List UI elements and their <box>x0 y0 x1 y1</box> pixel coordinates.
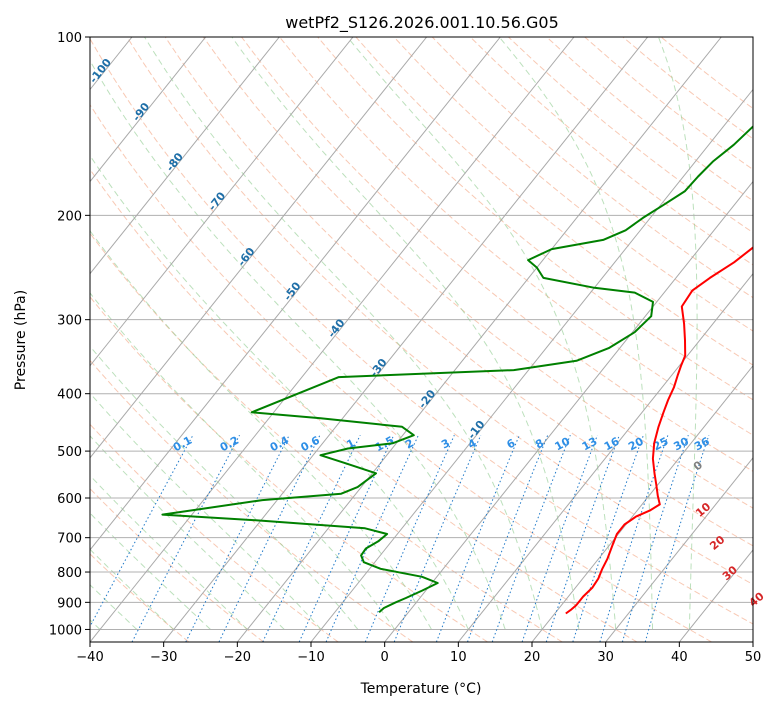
mixing-ratio-line <box>435 435 520 642</box>
y-tick-label: 300 <box>57 314 82 329</box>
mixing-ratio-label: 10 <box>553 435 573 454</box>
moist-adiabat-line <box>90 229 432 630</box>
dry-adiabat-line <box>90 168 638 642</box>
isotherm-line <box>531 364 753 642</box>
dry-adiabat-line <box>90 296 488 642</box>
x-tick-label: −40 <box>76 650 103 665</box>
x-tick-label: −20 <box>224 650 251 665</box>
isotherm-line <box>90 37 428 459</box>
mixing-ratio-label: 30 <box>671 435 691 454</box>
y-tick-label: 500 <box>57 445 82 460</box>
dry-adiabat-line <box>279 37 753 436</box>
isotherm-line <box>384 180 753 642</box>
x-tick-label: 10 <box>450 650 467 665</box>
isotherm-line <box>90 37 354 367</box>
mixing-ratio-label: 36 <box>692 435 712 454</box>
y-tick-label: 700 <box>57 532 82 547</box>
mixing-ratio-label: 16 <box>602 435 622 454</box>
y-tick-label: 800 <box>57 566 82 581</box>
dry-adiabat-line <box>90 232 563 642</box>
mixing-ratio-label: 13 <box>580 435 600 454</box>
dry-adiabat-line <box>164 37 753 547</box>
moist-adiabat-line <box>90 292 396 630</box>
x-tick-label: 0 <box>381 650 389 665</box>
x-axis: −40 −30 −20 −10 0 10 20 30 40 50 <box>76 642 761 665</box>
dry-adiabat-line <box>90 423 339 642</box>
moist-adiabat-line <box>347 37 617 630</box>
moist-adiabat-line <box>231 37 580 630</box>
dewpoint-profile-line <box>161 125 753 613</box>
dry-adiabat-line <box>90 37 753 625</box>
isotherm-line <box>310 88 753 642</box>
mixing-ratio-line <box>467 435 549 642</box>
moist-adiabat-line <box>658 37 698 630</box>
moist-adiabat-line <box>144 37 543 630</box>
dry-adiabat-line <box>317 37 753 401</box>
x-tick-label: 40 <box>671 650 688 665</box>
dry-adiabat-line <box>202 37 753 509</box>
y-tick-label: 400 <box>57 388 82 403</box>
y-axis: 100 200 300 400 500 600 700 800 900 1000 <box>49 31 90 638</box>
y-tick-label: 900 <box>57 596 82 611</box>
mixing-ratio-line <box>185 434 290 642</box>
mixing-ratio-line <box>218 434 321 642</box>
x-tick-label: 50 <box>745 650 762 665</box>
moist-adiabat-line <box>90 59 506 630</box>
y-tick-label: 1000 <box>49 623 82 638</box>
x-tick-label: 30 <box>597 650 614 665</box>
x-tick-label: 20 <box>524 650 541 665</box>
moist-adiabat-line <box>90 345 359 630</box>
x-axis-label: Temperature (°C) <box>360 681 482 697</box>
mixing-ratio-line <box>521 435 598 642</box>
x-tick-label: −30 <box>150 650 177 665</box>
y-tick-label: 200 <box>57 209 82 224</box>
isotherm-line <box>90 37 207 183</box>
isotherm-line <box>163 37 649 642</box>
moist-adiabat-line <box>90 584 138 630</box>
isotherm-line <box>90 37 501 551</box>
profile-lines <box>161 125 753 615</box>
moist-adiabat-line <box>90 548 175 630</box>
dry-adiabat-line <box>393 37 753 332</box>
moist-adiabat-line <box>90 154 469 630</box>
isotherm-line <box>90 37 575 642</box>
y-tick-label: 100 <box>57 31 82 46</box>
mixing-ratio-line <box>90 434 194 628</box>
chart-title: wetPf2_S126.2026.001.10.56.G05 <box>285 13 559 33</box>
temperature-profile-line <box>565 246 753 615</box>
plot-frame <box>89 36 754 643</box>
mixing-ratio-line <box>491 435 571 642</box>
dry-adiabat-line <box>126 37 753 586</box>
dry-adiabat-line <box>90 553 190 642</box>
isotherm-line <box>90 37 280 275</box>
moist-adiabat-line <box>90 512 211 630</box>
dry-adiabat-line <box>90 103 712 642</box>
dry-adiabat-line <box>90 487 264 642</box>
y-axis-label: Pressure (hPa) <box>13 290 29 390</box>
mixing-ratio-line <box>364 434 455 642</box>
mixing-ratio-line <box>545 435 620 642</box>
x-tick-label: −10 <box>297 650 324 665</box>
isotherm-line <box>236 37 722 642</box>
isotherm-line <box>605 457 753 642</box>
mixing-ratio-label: 20 <box>626 435 646 454</box>
isotherm-line <box>457 272 753 642</box>
background-lines <box>90 37 753 642</box>
moist-adiabat-line <box>498 37 653 630</box>
y-tick-label: 600 <box>57 492 82 507</box>
